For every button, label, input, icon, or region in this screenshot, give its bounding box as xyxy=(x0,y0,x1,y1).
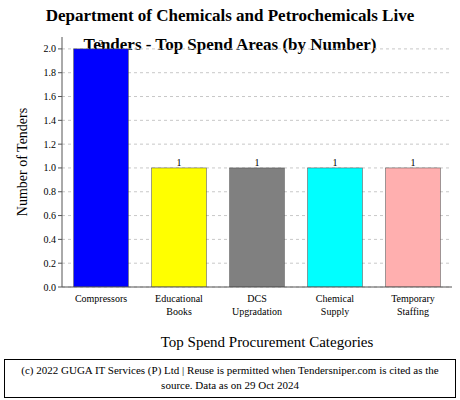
bars xyxy=(74,49,441,287)
text-line: Staffing xyxy=(397,306,429,317)
text-line: Compressors xyxy=(75,293,127,304)
y-axis xyxy=(62,37,63,287)
chart: Department of Chemicals and Petrochemica… xyxy=(0,0,460,400)
text-line: source. Data as on 29 Oct 2024 xyxy=(161,379,299,391)
tick-mark xyxy=(58,120,62,121)
tick-mark xyxy=(58,287,62,288)
text-line: Temporary xyxy=(391,293,435,304)
tick-label: 0.8 xyxy=(44,186,57,197)
tick-mark xyxy=(58,72,62,73)
category-label: Educational Books xyxy=(155,293,203,317)
tick-mark xyxy=(58,96,62,97)
category-label: DCS Upgradation xyxy=(232,293,282,317)
grid-line xyxy=(62,287,452,288)
bar xyxy=(386,168,441,287)
tick-mark xyxy=(58,239,62,240)
tick-label: 0.4 xyxy=(44,234,57,245)
tick-label: 1.4 xyxy=(44,115,57,126)
category-label: Chemical Supply xyxy=(316,293,355,317)
text-line: (c) 2022 GUGA IT Services (P) Ltd | Reus… xyxy=(21,364,439,377)
tick-label: 1.2 xyxy=(44,139,57,150)
footer: (c) 2022 GUGA IT Services (P) Ltd | Reus… xyxy=(21,364,439,391)
data-label: 1 xyxy=(333,157,338,168)
tick-mark xyxy=(58,167,62,168)
tick-label: 0.2 xyxy=(44,258,57,269)
y-axis-label: Number of Tenders xyxy=(15,108,30,216)
text-line: Department of Chemicals and Petrochemica… xyxy=(46,6,415,25)
data-label: 1 xyxy=(177,157,182,168)
tick-label: 1.8 xyxy=(44,67,57,78)
category-label: Temporary Staffing xyxy=(391,293,435,317)
tick-label: 2.0 xyxy=(44,43,57,54)
tick-label: 0.0 xyxy=(44,282,57,293)
category-label: Compressors xyxy=(75,293,127,304)
tick-label: 1.0 xyxy=(44,162,57,173)
text-line: Upgradation xyxy=(232,306,282,317)
data-label: 2 xyxy=(99,38,104,49)
data-label: 1 xyxy=(411,157,416,168)
title: Department of Chemicals and Petrochemica… xyxy=(46,6,415,54)
bar xyxy=(230,168,285,287)
tick-mark xyxy=(58,215,62,216)
tick-mark xyxy=(58,263,62,264)
tick-mark xyxy=(58,191,62,192)
tick-mark xyxy=(58,144,62,145)
text-line: Chemical xyxy=(316,293,355,304)
tick-label: 1.6 xyxy=(44,91,57,102)
footer-box xyxy=(5,360,456,398)
x-axis-label: Top Spend Procurement Categories xyxy=(161,334,374,350)
text-line: Supply xyxy=(321,306,349,317)
text-line: Educational xyxy=(155,293,203,304)
text-line: DCS xyxy=(247,293,266,304)
bar xyxy=(308,168,363,287)
bar xyxy=(152,168,207,287)
x-axis xyxy=(62,287,452,288)
text-line: Books xyxy=(166,306,192,317)
data-label: 1 xyxy=(255,157,260,168)
tick-label: 0.6 xyxy=(44,210,57,221)
tick-mark xyxy=(58,48,62,49)
bar xyxy=(74,49,129,287)
